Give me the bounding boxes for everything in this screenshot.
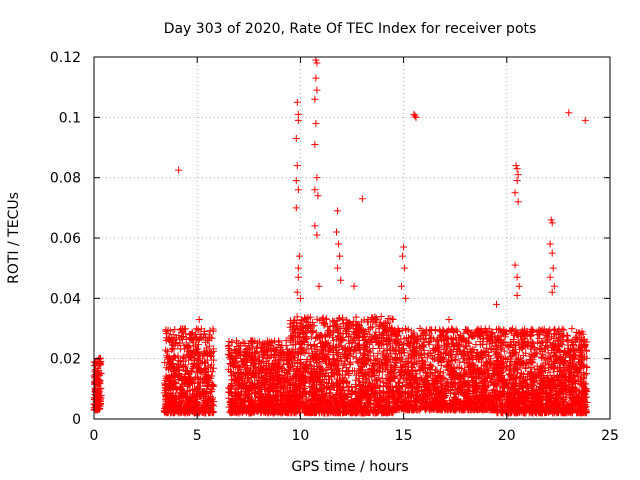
data-point xyxy=(202,338,210,346)
data-point xyxy=(182,330,190,338)
data-point xyxy=(183,366,191,374)
data-point xyxy=(91,396,99,404)
data-point xyxy=(161,379,169,387)
data-point xyxy=(96,388,104,396)
data-point xyxy=(192,325,200,333)
chart-title: Day 303 of 2020, Rate Of TEC Index for r… xyxy=(164,21,537,37)
data-point xyxy=(209,382,217,390)
data-point xyxy=(164,354,172,362)
data-point xyxy=(97,384,105,392)
data-point xyxy=(178,335,186,343)
data-point xyxy=(208,368,216,376)
data-point xyxy=(95,394,103,402)
data-point xyxy=(175,357,183,365)
data-point xyxy=(210,356,218,364)
data-point xyxy=(95,355,103,363)
data-point xyxy=(96,401,104,409)
data-point xyxy=(206,327,214,335)
data-point xyxy=(367,324,374,332)
data-point xyxy=(91,366,99,374)
data-points xyxy=(90,56,591,417)
data-point xyxy=(97,360,105,368)
data-point xyxy=(91,380,99,388)
data-point xyxy=(96,359,104,367)
data-point xyxy=(169,344,177,352)
data-point xyxy=(97,370,105,378)
data-point xyxy=(275,337,283,345)
data-point xyxy=(91,406,99,414)
data-point xyxy=(389,316,397,324)
grid xyxy=(94,57,610,419)
data-point xyxy=(205,331,213,339)
data-point xyxy=(163,348,171,356)
data-point xyxy=(201,328,209,336)
data-point xyxy=(162,346,170,354)
data-point xyxy=(431,327,439,335)
data-point xyxy=(209,325,217,333)
